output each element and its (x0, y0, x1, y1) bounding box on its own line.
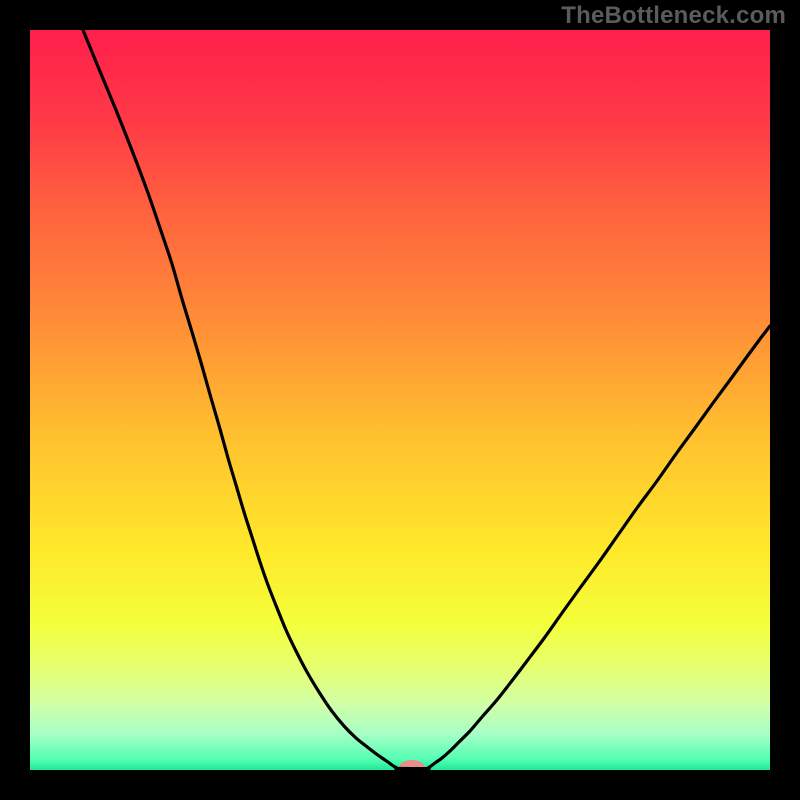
chart-frame: TheBottleneck.com (0, 0, 800, 800)
gradient-background (30, 30, 770, 770)
bottleneck-curve-chart (30, 30, 770, 770)
attribution-text: TheBottleneck.com (561, 2, 786, 30)
plot-area (30, 30, 770, 770)
